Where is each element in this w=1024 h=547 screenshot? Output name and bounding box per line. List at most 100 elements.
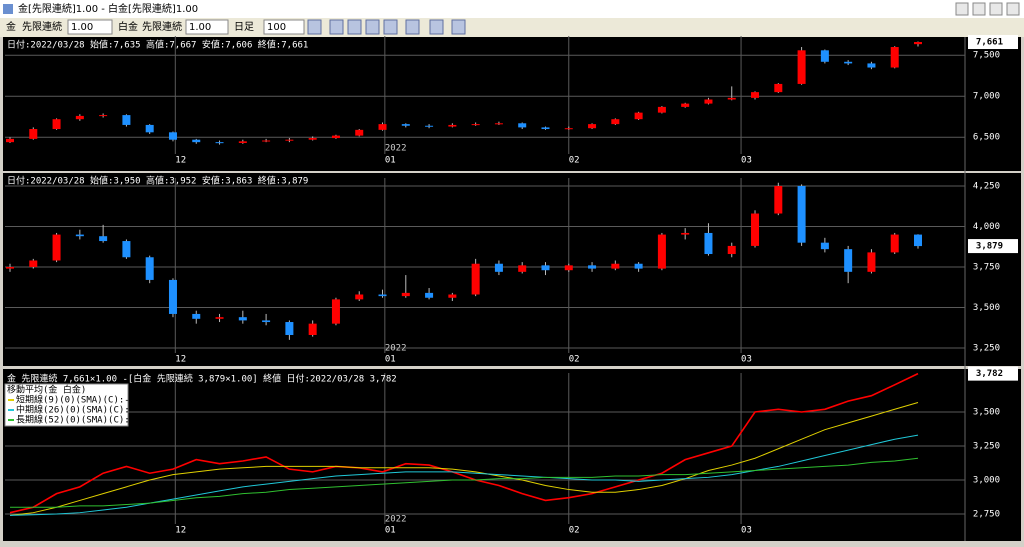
count-input[interactable] bbox=[263, 19, 305, 35]
candle-body bbox=[355, 294, 364, 300]
candle-body bbox=[29, 129, 38, 139]
mult2-input[interactable] bbox=[185, 19, 229, 35]
x-tick-label: 12 bbox=[175, 355, 186, 365]
candle-body bbox=[797, 185, 806, 243]
candle-body bbox=[168, 132, 177, 140]
candle-body bbox=[867, 252, 876, 272]
item2-label: 白金 bbox=[118, 20, 138, 33]
candle-body bbox=[774, 185, 783, 214]
candle-body bbox=[634, 263, 643, 269]
mult1-value: 1.00 bbox=[71, 22, 93, 33]
close-button[interactable] bbox=[1006, 2, 1020, 16]
last-value-label: 3,782 bbox=[976, 369, 1003, 379]
tool-button[interactable] bbox=[365, 19, 380, 35]
y-tick-label: 2,750 bbox=[973, 510, 1000, 520]
minimize-button[interactable] bbox=[972, 2, 986, 16]
candle-body bbox=[844, 249, 853, 272]
tool-button[interactable] bbox=[329, 19, 344, 35]
last-value-box bbox=[968, 35, 1018, 50]
x-tick-label: 01 bbox=[385, 156, 396, 166]
candle-body bbox=[681, 232, 690, 235]
candle-body bbox=[518, 123, 527, 128]
candle-body bbox=[52, 234, 61, 261]
x-tick-label: 03 bbox=[741, 156, 752, 166]
kind1-label: 先限連続 bbox=[22, 20, 62, 33]
candle-body bbox=[867, 63, 876, 68]
candle-body bbox=[99, 115, 108, 117]
x-tick-label: 02 bbox=[569, 156, 580, 166]
x-tick-label: 01 bbox=[385, 355, 396, 365]
panel-header: 日付:2022/03/28 始値:7,635 高値:7,667 安値:7,606… bbox=[7, 39, 308, 51]
candle-body bbox=[471, 263, 480, 295]
y-tick-label: 4,250 bbox=[973, 181, 1000, 191]
candle-body bbox=[564, 265, 573, 271]
legend-title: 移動平均(金 白金) bbox=[7, 384, 86, 396]
last-value-label: 7,661 bbox=[976, 38, 1003, 48]
candle-body bbox=[238, 317, 247, 321]
tool-button[interactable] bbox=[307, 19, 322, 35]
panel-header: 日付:2022/03/28 始値:3,950 高値:3,952 安値:3,863… bbox=[7, 175, 308, 187]
tool-button[interactable] bbox=[347, 19, 362, 35]
last-value-box bbox=[968, 366, 1018, 381]
candle-body bbox=[564, 128, 573, 130]
candle-body bbox=[494, 123, 503, 125]
candle-body bbox=[448, 294, 457, 298]
tool-button[interactable] bbox=[405, 19, 420, 35]
y-tick-label: 3,750 bbox=[973, 262, 1000, 272]
candle-body bbox=[6, 266, 14, 269]
panel-gold bbox=[3, 37, 1021, 171]
x-tick-label: 02 bbox=[569, 355, 580, 365]
candle-body bbox=[378, 294, 387, 297]
y-tick-label: 4,000 bbox=[973, 222, 1000, 232]
legend-entry: 長期線(52)(0)(SMA)(C):---- bbox=[16, 414, 151, 426]
kind2-label: 先限連続 bbox=[142, 20, 182, 33]
x-tick-label: 12 bbox=[175, 526, 186, 536]
candle-body bbox=[657, 234, 666, 269]
candle-body bbox=[99, 236, 108, 242]
y-tick-label: 6,500 bbox=[973, 133, 1000, 143]
candle-body bbox=[262, 140, 271, 142]
y-tick-label: 3,500 bbox=[973, 408, 1000, 418]
candle-body bbox=[425, 292, 434, 298]
candle-body bbox=[145, 257, 154, 280]
line-series bbox=[9, 402, 919, 516]
last-value-label: 3,879 bbox=[976, 242, 1003, 252]
restore-button[interactable] bbox=[955, 2, 969, 16]
candle-body bbox=[494, 263, 503, 272]
candle-body bbox=[308, 138, 317, 140]
line-series bbox=[9, 372, 919, 514]
candle-body bbox=[122, 241, 131, 258]
candle-body bbox=[355, 129, 364, 136]
candle-body bbox=[890, 234, 899, 253]
candle-body bbox=[285, 322, 294, 335]
tool-button[interactable] bbox=[429, 19, 444, 35]
toolbar bbox=[0, 18, 1024, 37]
tool-button[interactable] bbox=[451, 19, 466, 35]
window-title: 金[先限連続]1.00 - 白金[先限連続]1.00 bbox=[18, 2, 198, 15]
maximize-button[interactable] bbox=[989, 2, 1003, 16]
mult2-value: 1.00 bbox=[189, 22, 211, 33]
candle-body bbox=[820, 50, 829, 62]
candle-body bbox=[6, 138, 14, 143]
candle-body bbox=[727, 245, 736, 255]
candle-body bbox=[541, 265, 550, 271]
candle-body bbox=[168, 279, 177, 314]
candle-body bbox=[681, 103, 690, 107]
candle-body bbox=[541, 127, 550, 130]
y-tick-label: 3,500 bbox=[973, 303, 1000, 313]
candle-body bbox=[331, 299, 340, 324]
legend-entry: 短期線(9)(0)(SMA)(C):---- bbox=[16, 394, 146, 406]
candle-body bbox=[401, 124, 410, 126]
candle-body bbox=[471, 124, 480, 126]
candle-body bbox=[657, 106, 666, 113]
candle-body bbox=[192, 139, 201, 143]
mult1-input[interactable] bbox=[67, 19, 113, 35]
period-select[interactable]: 日足 bbox=[234, 21, 254, 33]
candle-body bbox=[704, 99, 713, 104]
candle-body bbox=[611, 263, 620, 269]
tool-button[interactable] bbox=[383, 19, 398, 35]
line-series bbox=[9, 434, 919, 516]
candle-body bbox=[215, 142, 224, 144]
candle-body bbox=[751, 213, 760, 246]
